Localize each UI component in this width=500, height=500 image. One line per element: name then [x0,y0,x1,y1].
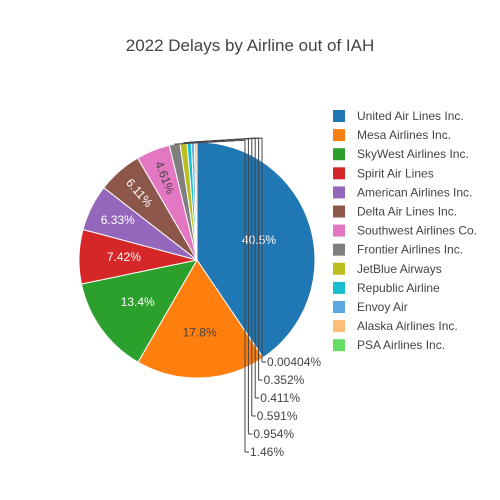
legend-item-delta-air-lines-inc[interactable]: Delta Air Lines Inc. [333,205,457,219]
legend-item-skywest-airlines-inc[interactable]: SkyWest Airlines Inc. [333,147,469,161]
legend-label-mesa-airlines-inc: Mesa Airlines Inc. [357,128,451,142]
legend-swatch-southwest-airlines-co [333,224,345,237]
legend-swatch-envoy-air [333,301,345,313]
legend-item-envoy-air[interactable]: Envoy Air [333,300,408,314]
pie-slice-skywest-airlines-inc[interactable] [80,259,198,363]
slice-label-republic-airline: 0.591% [257,409,298,423]
legend-item-jetblue-airways[interactable]: JetBlue Airways [333,262,442,276]
slice-label-american-airlines-inc: 6.33% [101,213,135,227]
legend-label-skywest-airlines-inc: SkyWest Airlines Inc. [357,147,469,161]
legend-item-alaska-airlines-inc[interactable]: Alaska Airlines Inc. [333,319,458,333]
legend-swatch-delta-air-lines-inc [333,205,345,218]
legend-item-mesa-airlines-inc[interactable]: Mesa Airlines Inc. [333,128,451,142]
slice-label-skywest-airlines-inc: 13.4% [121,295,155,309]
legend-label-frontier-airlines-inc: Frontier Airlines Inc. [357,243,463,257]
legend-label-spirit-air-lines: Spirit Air Lines [357,166,434,180]
legend-item-republic-airline[interactable]: Republic Airline [333,281,440,295]
pie-outer-labels: 0.00404% 0.352% 0.411% 0.591% 0.954% 1.46% [174,137,321,459]
slice-label-mesa-airlines-inc: 17.8% [183,325,217,339]
legend-swatch-frontier-airlines-inc [333,243,345,256]
legend-swatch-american-airlines-inc [333,186,345,199]
legend-item-frontier-airlines-inc[interactable]: Frontier Airlines Inc. [333,243,463,257]
slice-label-envoy-air: 0.411% [260,391,300,405]
legend-label-jetblue-airways: JetBlue Airways [357,262,442,276]
slice-label-alaska-airlines-inc: 0.352% [264,373,305,387]
legend-swatch-spirit-air-lines [333,167,345,180]
legend-label-psa-airlines-inc: PSA Airlines Inc. [357,338,445,352]
legend-swatch-alaska-airlines-inc [333,320,345,333]
legend-item-psa-airlines-inc[interactable]: PSA Airlines Inc. [333,338,445,352]
legend-item-southwest-airlines-co[interactable]: Southwest Airlines Co. [333,224,477,238]
legend-label-southwest-airlines-co: Southwest Airlines Co. [357,224,477,238]
legend-label-envoy-air: Envoy Air [357,300,408,314]
slice-label-jetblue-airways: 0.954% [253,427,294,441]
legend-swatch-republic-airline [333,281,345,294]
slice-label-united-air-lines-inc: 40.5% [242,233,276,247]
legend-label-alaska-airlines-inc: Alaska Airlines Inc. [357,319,458,333]
legend-item-spirit-air-lines[interactable]: Spirit Air Lines [333,166,434,180]
chart-title: 2022 Delays by Airline out of IAH [126,36,375,55]
legend-item-united-air-lines-inc[interactable]: United Air Lines Inc. [333,109,464,123]
legend-swatch-psa-airlines-inc [333,339,345,352]
legend-swatch-mesa-airlines-inc [333,129,345,142]
leader-line-frontier-airlines-inc [174,139,246,452]
slice-label-psa-airlines-inc: 0.00404% [267,355,321,369]
legend-swatch-jetblue-airways [333,262,345,275]
pie-slices [78,141,316,379]
legend-swatch-skywest-airlines-inc [333,148,345,161]
pie-slice-united-air-lines-inc[interactable] [196,141,316,359]
leader-line-jetblue-airways [183,138,249,434]
slice-label-spirit-air-lines: 7.42% [107,250,141,264]
legend-label-delta-air-lines-inc: Delta Air Lines Inc. [357,205,457,219]
legend-label-american-airlines-inc: American Airlines Inc. [357,185,472,199]
slice-label-frontier-airlines-inc: 1.46% [250,445,284,459]
legend-swatch-united-air-lines-inc [333,110,345,122]
legend-item-american-airlines-inc[interactable]: American Airlines Inc. [333,185,472,199]
legend: United Air Lines Inc. Mesa Airlines Inc. S… [333,109,477,352]
legend-label-united-air-lines-inc: United Air Lines Inc. [357,109,464,123]
pie-slice-mesa-airlines-inc[interactable] [137,259,264,379]
legend-label-republic-airline: Republic Airline [357,281,440,295]
